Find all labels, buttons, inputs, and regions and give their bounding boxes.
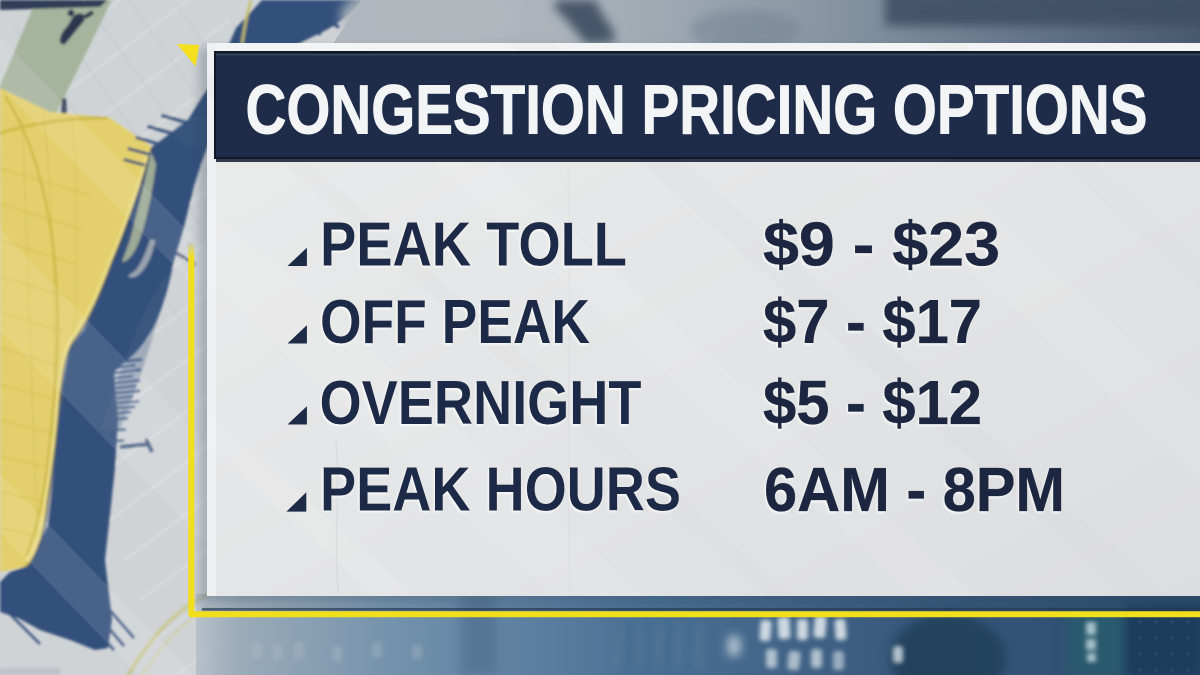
svg-text:$9 - $23: $9 - $23 (763, 210, 1000, 280)
svg-text:OVERNIGHT: OVERNIGHT (320, 368, 642, 438)
svg-text:OFF PEAK: OFF PEAK (320, 287, 590, 357)
svg-text:$7 - $17: $7 - $17 (763, 287, 982, 357)
svg-text:PEAK TOLL: PEAK TOLL (320, 210, 627, 280)
svg-text:PEAK HOURS: PEAK HOURS (320, 455, 681, 525)
svg-text:$5 - $12: $5 - $12 (763, 368, 982, 438)
svg-text:6AM - 8PM: 6AM - 8PM (764, 455, 1065, 525)
svg-text:CONGESTION PRICING OPTIONS: CONGESTION PRICING OPTIONS (246, 71, 1148, 149)
